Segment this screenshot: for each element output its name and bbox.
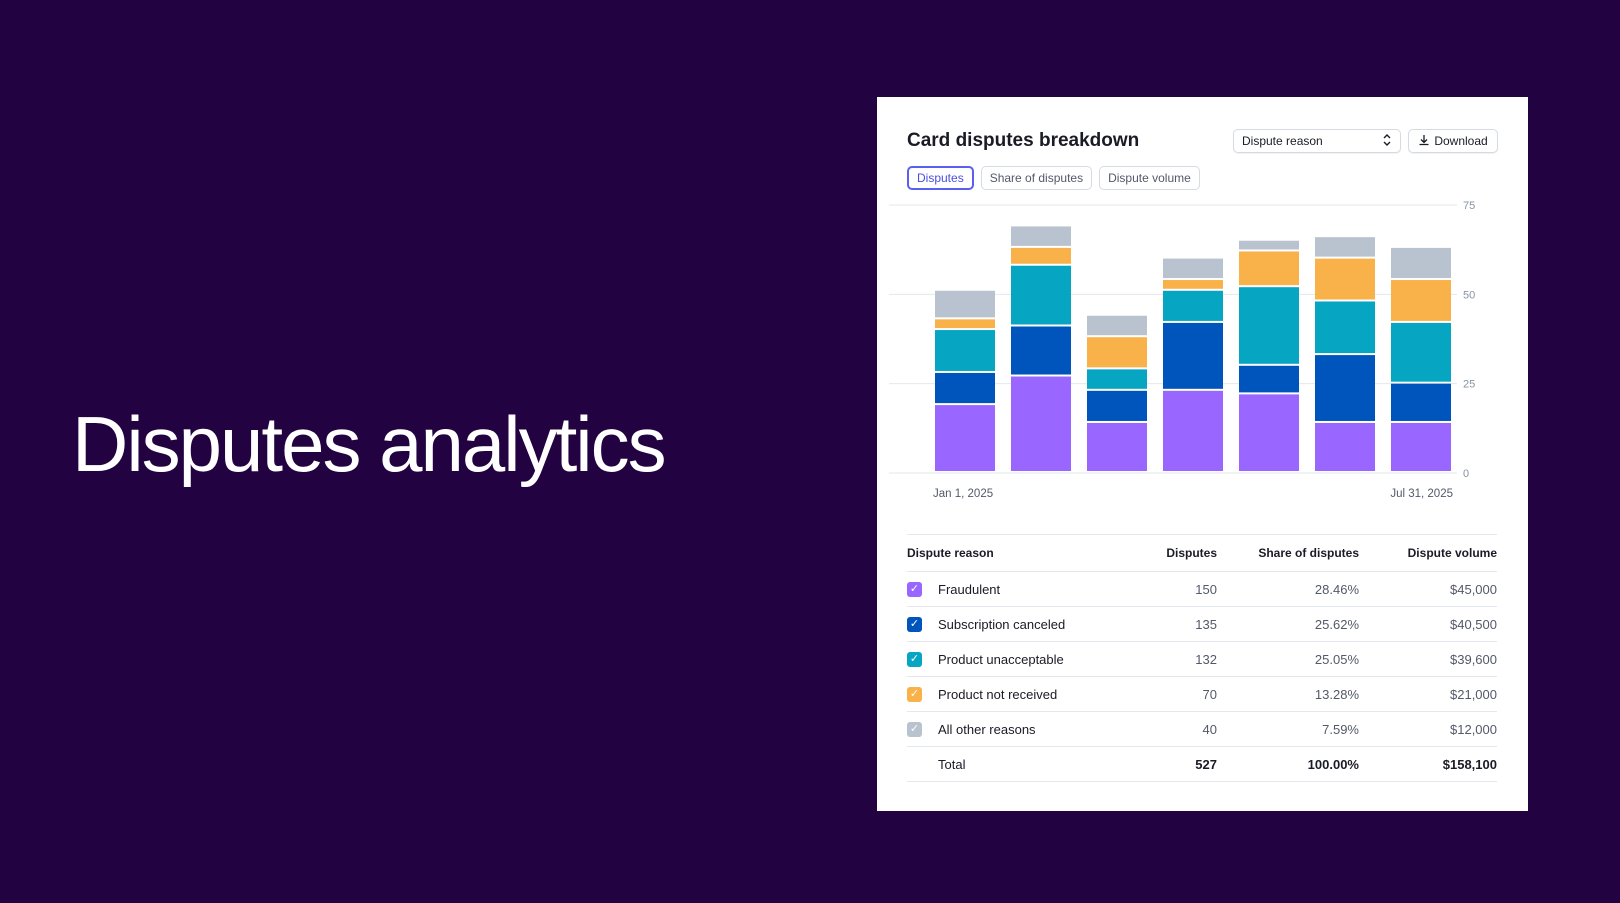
reason-label: Fraudulent	[938, 581, 1001, 597]
series-checkbox-product-unacceptable[interactable]: ✓	[907, 651, 922, 667]
header-dispute-volume: Dispute volume	[1407, 546, 1497, 560]
reason-label: Product unacceptable	[938, 651, 1064, 667]
bar-segment[interactable]	[1163, 290, 1223, 321]
disputes-breakdown-card: Card disputes breakdown Dispute reason D…	[877, 97, 1528, 811]
total-volume: $158,100	[1442, 756, 1497, 772]
bar-segment[interactable]	[1087, 422, 1147, 471]
download-button[interactable]: Download	[1408, 129, 1498, 153]
bar-segment[interactable]	[1163, 322, 1223, 389]
y-tick-label: 75	[1463, 200, 1475, 212]
hero-title: Disputes analytics	[72, 400, 667, 488]
bar-segment[interactable]	[1239, 365, 1299, 393]
share-value: 25.05%	[1314, 651, 1359, 667]
bar-segment[interactable]	[1239, 251, 1299, 286]
card-title: Card disputes breakdown	[907, 130, 1140, 151]
volume-value: $45,000	[1450, 581, 1497, 597]
bar-segment[interactable]	[935, 372, 995, 404]
bar-segment[interactable]	[1315, 258, 1375, 300]
disputes-count: 150	[1195, 581, 1217, 597]
bar-segment[interactable]	[1163, 258, 1223, 279]
y-tick-label: 25	[1463, 379, 1475, 391]
table-row: ✓ Subscription canceled 135 25.62% $40,5…	[907, 607, 1497, 642]
y-tick-label: 0	[1463, 468, 1469, 480]
reason-label: All other reasons	[938, 721, 1036, 737]
table-row: ✓ Product unacceptable 132 25.05% $39,60…	[907, 642, 1497, 677]
group-by-select-value: Dispute reason	[1242, 134, 1323, 148]
x-start-label: Jan 1, 2025	[933, 488, 993, 500]
bar-segment[interactable]	[1011, 226, 1071, 246]
bar-segment[interactable]	[1315, 422, 1375, 471]
bar-segment[interactable]	[1087, 315, 1147, 336]
bar-segment[interactable]	[1391, 422, 1451, 471]
bar-segment[interactable]	[935, 319, 995, 329]
bar-segment[interactable]	[1239, 240, 1299, 250]
series-checkbox-fraudulent[interactable]: ✓	[907, 581, 922, 597]
volume-value: $39,600	[1450, 651, 1497, 667]
bar-segment[interactable]	[1011, 265, 1071, 325]
bar-segment[interactable]	[1315, 237, 1375, 257]
disputes-table: Dispute reason Disputes Share of dispute…	[907, 534, 1497, 782]
bar-segment[interactable]	[935, 405, 995, 471]
chevron-updown-icon	[1382, 133, 1392, 150]
reason-label: Subscription canceled	[938, 616, 1066, 632]
header-disputes: Disputes	[1166, 546, 1217, 560]
bar-segment[interactable]	[1163, 280, 1223, 289]
table-row: ✓ All other reasons 40 7.59% $12,000	[907, 712, 1497, 747]
disputes-count: 132	[1195, 651, 1217, 667]
disputes-count: 40	[1202, 721, 1217, 737]
table-row: ✓ Product not received 70 13.28% $21,000	[907, 677, 1497, 712]
bar-segment[interactable]	[1315, 355, 1375, 421]
x-end-label: Jul 31, 2025	[1390, 488, 1453, 500]
disputes-count: 70	[1202, 686, 1217, 702]
bar-segment[interactable]	[1087, 369, 1147, 389]
table-header: Dispute reason Disputes Share of dispute…	[907, 534, 1497, 572]
share-value: 7.59%	[1322, 721, 1359, 737]
volume-value: $40,500	[1450, 616, 1497, 632]
bar-segment[interactable]	[935, 290, 995, 318]
header-dispute-reason: Dispute reason	[907, 546, 994, 560]
disputes-count: 135	[1195, 616, 1217, 632]
series-checkbox-product-not-received[interactable]: ✓	[907, 686, 922, 702]
y-tick-label: 50	[1463, 289, 1475, 301]
bar-segment[interactable]	[1163, 390, 1223, 471]
series-checkbox-all-other-reasons[interactable]: ✓	[907, 721, 922, 737]
disputes-stacked-bar-chart: 0 25 50 75 Jan 1, 2025 Jul 31, 2025	[889, 200, 1475, 500]
volume-value: $12,000	[1450, 721, 1497, 737]
bar-segment[interactable]	[1011, 247, 1071, 264]
tab-dispute-volume[interactable]: Dispute volume	[1099, 166, 1200, 190]
volume-value: $21,000	[1450, 686, 1497, 702]
bar-segment[interactable]	[935, 330, 995, 371]
share-value: 28.46%	[1314, 581, 1359, 597]
group-by-select[interactable]: Dispute reason	[1233, 129, 1401, 153]
bar-segment[interactable]	[1087, 390, 1147, 421]
bar-segment[interactable]	[1011, 376, 1071, 471]
tab-share-of-disputes[interactable]: Share of disputes	[980, 166, 1093, 190]
total-share: 100.00%	[1307, 756, 1359, 772]
total-label: Total	[938, 756, 966, 772]
bar-segment[interactable]	[1011, 326, 1071, 375]
table-row: ✓ Fraudulent 150 28.46% $45,000	[907, 572, 1497, 607]
bar-segment[interactable]	[1391, 247, 1451, 279]
total-disputes: 527	[1195, 756, 1217, 772]
share-value: 25.62%	[1314, 616, 1359, 632]
table-total-row: Total 527 100.00% $158,100	[907, 747, 1497, 782]
bar-segment[interactable]	[1087, 337, 1147, 368]
reason-label: Product not received	[938, 686, 1058, 702]
download-icon	[1418, 134, 1430, 149]
bar-segment[interactable]	[1391, 322, 1451, 382]
metric-tabs: Disputes Share of disputes Dispute volum…	[907, 166, 1200, 190]
bar-segment[interactable]	[1391, 280, 1451, 321]
bar-segment[interactable]	[1391, 383, 1451, 421]
series-checkbox-subscription-canceled[interactable]: ✓	[907, 616, 922, 632]
bar-segment[interactable]	[1239, 287, 1299, 364]
tab-disputes[interactable]: Disputes	[907, 166, 974, 190]
bar-segment[interactable]	[1315, 301, 1375, 354]
header-share-of-disputes: Share of disputes	[1258, 546, 1359, 560]
share-value: 13.28%	[1314, 686, 1359, 702]
bar-segment[interactable]	[1239, 394, 1299, 471]
download-label: Download	[1434, 134, 1488, 148]
